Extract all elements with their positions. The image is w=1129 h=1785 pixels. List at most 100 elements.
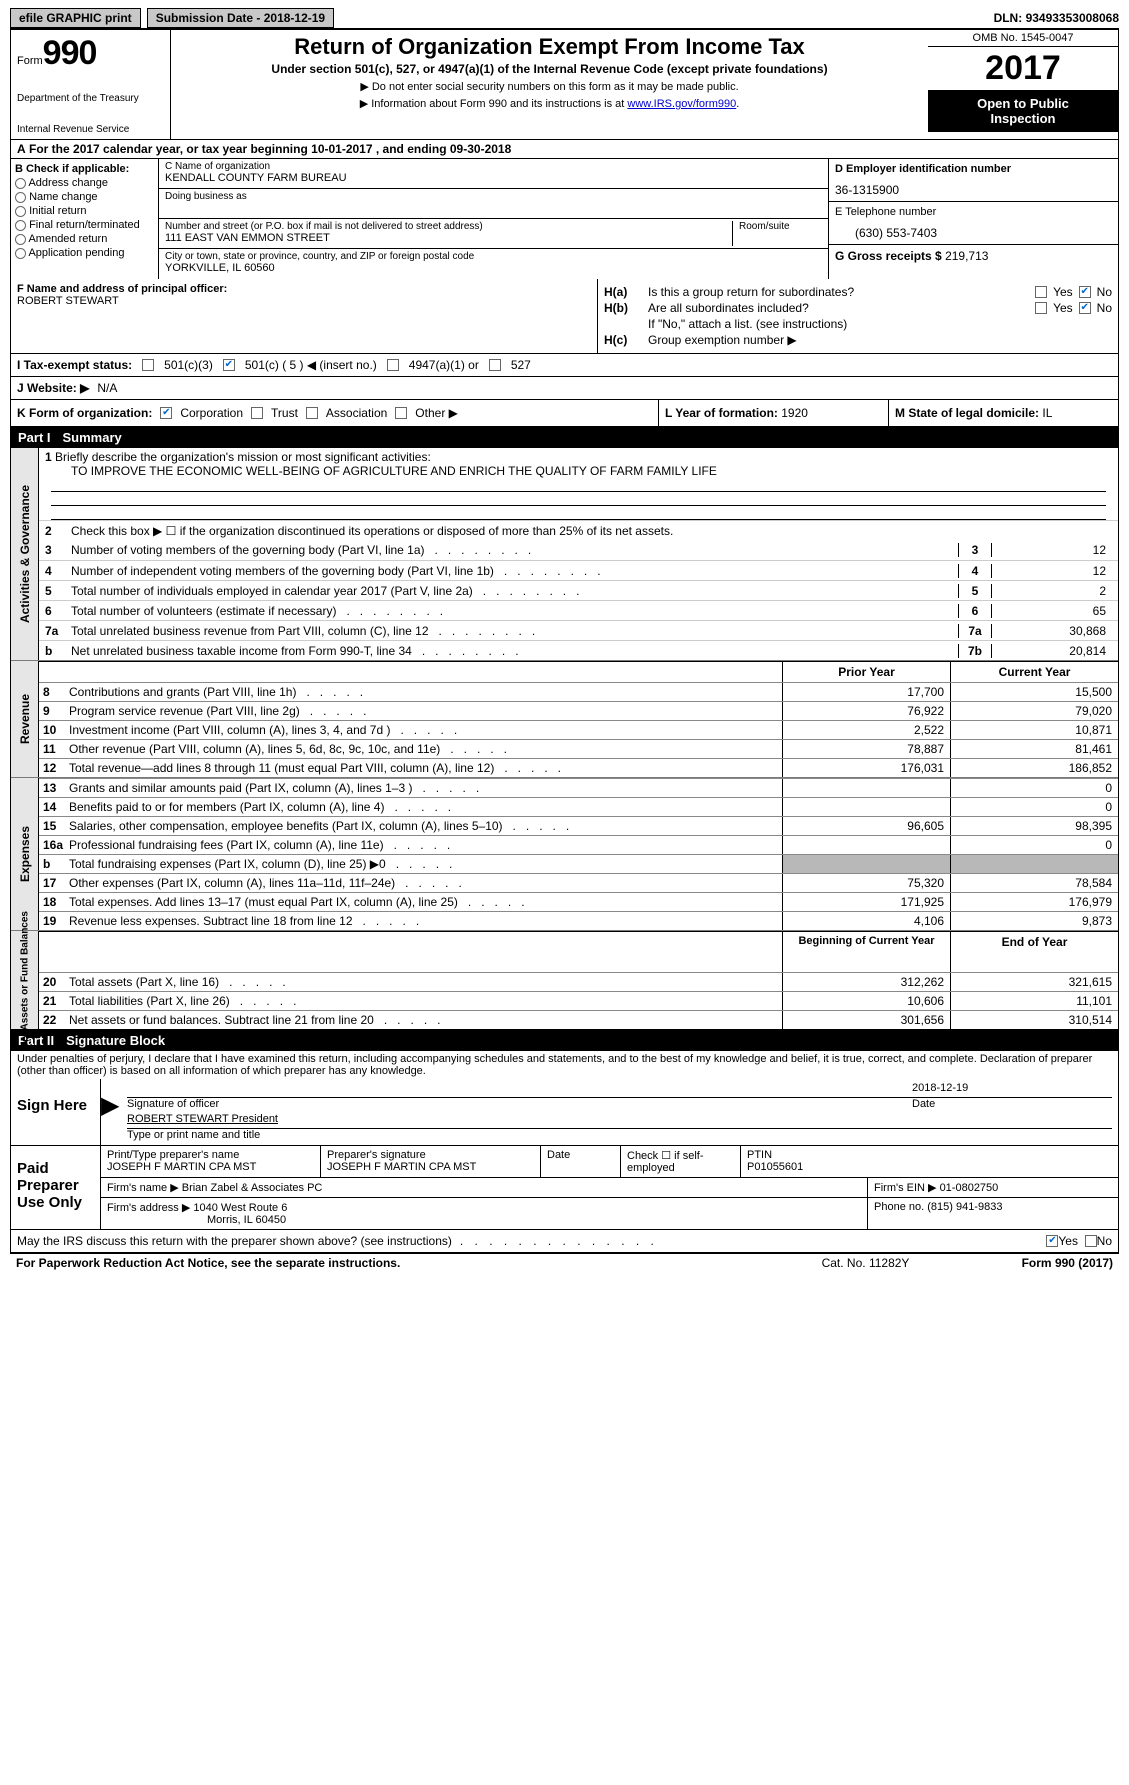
instr2-link[interactable]: www.IRS.gov/form990	[627, 98, 736, 110]
summary-line: 4Number of independent voting members of…	[39, 560, 1118, 580]
part1-body: Activities & Governance 1 Briefly descri…	[10, 448, 1119, 1030]
sub-date: 2018-12-19	[264, 11, 325, 25]
hc-txt: Group exemption number ▶	[648, 333, 797, 347]
dln-label: DLN:	[994, 11, 1026, 25]
city: YORKVILLE, IL 60560	[165, 262, 822, 274]
l2-num: 2	[45, 524, 71, 538]
no: No	[1097, 285, 1112, 299]
city-field: City or town, state or province, country…	[159, 249, 828, 279]
header-center: Return of Organization Exempt From Incom…	[171, 30, 928, 139]
gross: 219,713	[945, 249, 988, 263]
dept2: Internal Revenue Service	[17, 124, 164, 135]
checkbox-icon[interactable]: ✔	[1046, 1235, 1058, 1247]
omb: OMB No. 1545-0047	[928, 30, 1118, 47]
summary-line: 15Salaries, other compensation, employee…	[39, 816, 1118, 835]
instr2-pre: ▶ Information about Form 990 and its ins…	[360, 98, 628, 110]
side-activities: Activities & Governance	[11, 448, 39, 660]
summary-line: 3Number of voting members of the governi…	[39, 540, 1118, 560]
checkbox-icon[interactable]: ✔	[1079, 286, 1091, 298]
summary-line: 14Benefits paid to or for members (Part …	[39, 797, 1118, 816]
checkbox-icon[interactable]	[1035, 302, 1047, 314]
open-public: Open to Public Inspection	[928, 90, 1118, 132]
row-i: I Tax-exempt status: 501(c)(3) ✔501(c) (…	[10, 353, 1119, 376]
hb-txt: Are all subordinates included?	[648, 301, 1029, 315]
row-a-label: A	[17, 142, 26, 156]
summary-line: 12Total revenue—add lines 8 through 11 (…	[39, 758, 1118, 777]
k-left: K Form of organization: ✔Corporation Tru…	[11, 400, 658, 426]
ein-lbl: D Employer identification number	[835, 163, 1112, 175]
officer-name-title: ROBERT STEWART President	[127, 1113, 278, 1125]
checkbox-icon[interactable]	[395, 407, 407, 419]
hb-note: If "No," attach a list. (see instruction…	[648, 317, 847, 331]
checkbox-icon[interactable]: ✔	[160, 407, 172, 419]
gross-cell: G Gross receipts $ 219,713	[829, 245, 1118, 267]
radio-icon[interactable]	[15, 192, 26, 203]
checkbox-icon[interactable]: ✔	[223, 359, 235, 371]
radio-icon[interactable]	[15, 206, 26, 217]
addr-lbl: Number and street (or P.O. box if mail i…	[165, 221, 732, 232]
opt2: 4947(a)(1) or	[409, 358, 479, 372]
checkbox-icon[interactable]	[489, 359, 501, 371]
checkbox-icon[interactable]: ✔	[1079, 302, 1091, 314]
m-lbl: M State of legal domicile:	[895, 406, 1042, 420]
row-a-end: 09-30-2018	[450, 142, 511, 156]
sign-date: 2018-12-19	[912, 1082, 1112, 1094]
summary-line: 19Revenue less expenses. Subtract line 1…	[39, 911, 1118, 930]
checkbox-icon[interactable]	[387, 359, 399, 371]
efile-btn[interactable]: efile GRAPHIC print	[10, 8, 141, 28]
part2-header: Part II Signature Block	[10, 1030, 1119, 1051]
cb-amended: Amended return	[15, 233, 154, 245]
summary-line: 18Total expenses. Add lines 13–17 (must …	[39, 892, 1118, 911]
revenue-section: Revenue Prior Year Current Year 8Contrib…	[11, 661, 1118, 778]
radio-icon[interactable]	[15, 248, 26, 259]
checkbox-icon[interactable]	[1085, 1235, 1097, 1247]
summary-line: 8Contributions and grants (Part VIII, li…	[39, 682, 1118, 701]
checkbox-icon[interactable]	[1035, 286, 1047, 298]
header: Form990 Department of the Treasury Inter…	[10, 28, 1119, 140]
checkbox-icon[interactable]	[306, 407, 318, 419]
col-headers: Prior Year Current Year	[39, 661, 1118, 682]
org-name: KENDALL COUNTY FARM BUREAU	[165, 172, 822, 184]
expenses-section: Expenses 13Grants and similar amounts pa…	[11, 778, 1118, 931]
mission: TO IMPROVE THE ECONOMIC WELL-BEING OF AG…	[45, 464, 1112, 478]
radio-icon[interactable]	[15, 234, 26, 245]
checkbox-icon[interactable]	[251, 407, 263, 419]
row-a-mid: , and ending	[373, 142, 450, 156]
k-mid: L Year of formation: 1920	[658, 400, 888, 426]
summary-line: 11Other revenue (Part VIII, column (A), …	[39, 739, 1118, 758]
end-hdr: End of Year	[950, 932, 1118, 952]
org-name-field: C Name of organization KENDALL COUNTY FA…	[159, 159, 828, 189]
dba-lbl: Doing business as	[165, 191, 822, 202]
name-lbl: Type or print name and title	[121, 1129, 1118, 1145]
summary-line: 6Total number of volunteers (estimate if…	[39, 600, 1118, 620]
k-right: M State of legal domicile: IL	[888, 400, 1118, 426]
opt0: 501(c)(3)	[164, 358, 213, 372]
col-b: B Check if applicable: Address change Na…	[11, 159, 159, 279]
dba-field: Doing business as	[159, 189, 828, 219]
summary-line: 13Grants and similar amounts paid (Part …	[39, 778, 1118, 797]
activities-section: Activities & Governance 1 Briefly descri…	[11, 448, 1118, 661]
checkbox-icon[interactable]	[142, 359, 154, 371]
paid-label: Paid Preparer Use Only	[11, 1146, 101, 1229]
room-lbl: Room/suite	[739, 221, 822, 232]
hc-lbl: H(c)	[604, 333, 642, 347]
summary-line: bNet unrelated business taxable income f…	[39, 640, 1118, 660]
prior-hdr: Prior Year	[782, 662, 950, 682]
yes: Yes	[1053, 285, 1073, 299]
row-a-begin: 10-01-2017	[311, 142, 372, 156]
footer-right: Form 990 (2017)	[1022, 1256, 1113, 1270]
m-val: IL	[1042, 406, 1052, 420]
l-lbl: L Year of formation:	[665, 406, 781, 420]
l1-num: 1	[45, 450, 52, 464]
submission-btn[interactable]: Submission Date - 2018-12-19	[147, 8, 334, 28]
hb-lbl: H(b)	[604, 301, 642, 315]
radio-icon[interactable]	[15, 178, 26, 189]
sub-label: Submission Date -	[156, 11, 264, 25]
open1: Open to Public	[932, 96, 1114, 111]
netassets-section: Net Assets or Fund Balances Beginning of…	[11, 931, 1118, 1029]
ha-lbl: H(a)	[604, 285, 642, 299]
discuss-row: May the IRS discuss this return with the…	[10, 1230, 1119, 1253]
radio-icon[interactable]	[15, 220, 26, 231]
form-990: 990	[43, 34, 97, 72]
i-lbl: I Tax-exempt status:	[17, 358, 132, 372]
